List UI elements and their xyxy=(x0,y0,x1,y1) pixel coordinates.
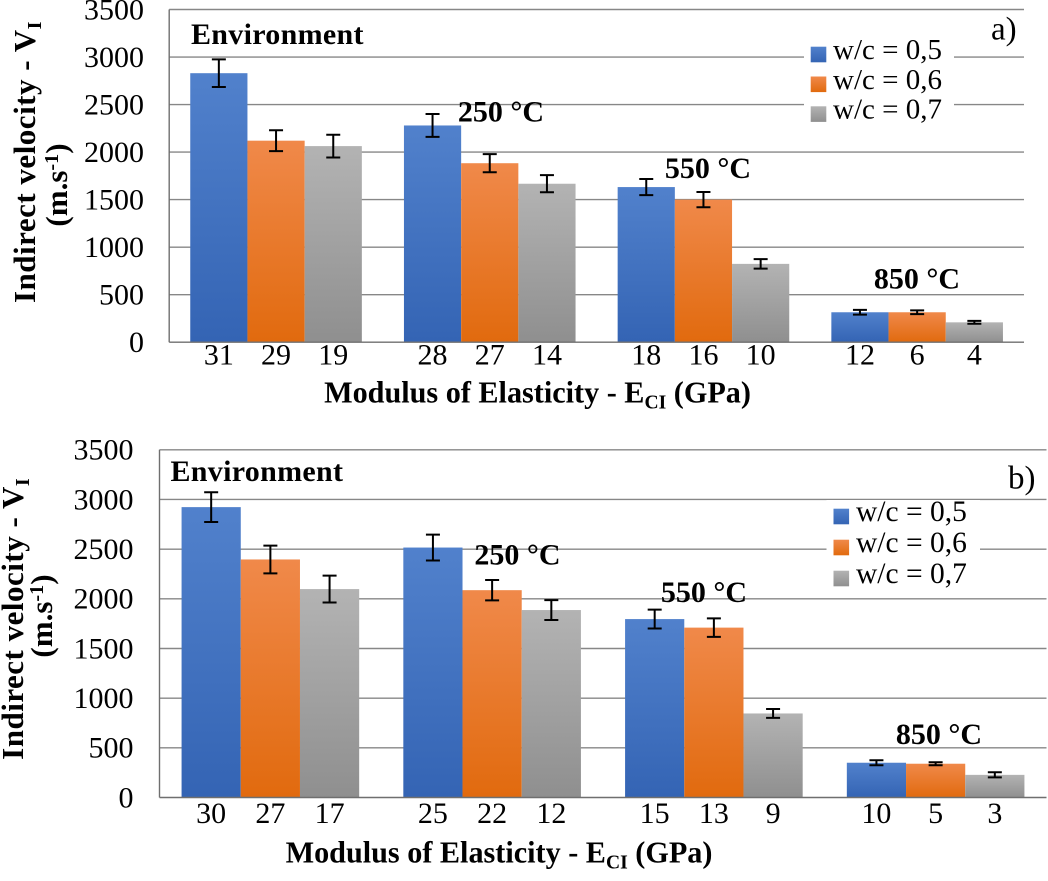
svg-text:28: 28 xyxy=(418,339,448,372)
svg-text:(m.s-1): (m.s-1) xyxy=(39,143,74,226)
svg-text:550 °C: 550 °C xyxy=(661,576,747,609)
svg-text:3000: 3000 xyxy=(84,41,144,74)
svg-text:w/c = 0,7: w/c = 0,7 xyxy=(856,558,967,590)
svg-text:27: 27 xyxy=(255,797,285,830)
svg-text:b): b) xyxy=(1008,461,1036,497)
svg-text:12: 12 xyxy=(536,797,566,830)
svg-text:9: 9 xyxy=(766,797,781,830)
svg-text:19: 19 xyxy=(318,339,348,372)
svg-text:3000: 3000 xyxy=(74,483,134,516)
svg-text:15: 15 xyxy=(640,797,670,830)
svg-text:Environment: Environment xyxy=(191,18,364,51)
svg-text:w/c = 0,5: w/c = 0,5 xyxy=(833,34,942,66)
svg-text:3: 3 xyxy=(987,797,1002,830)
svg-text:500: 500 xyxy=(89,732,134,765)
svg-text:6: 6 xyxy=(910,339,925,372)
svg-text:0: 0 xyxy=(129,326,144,359)
svg-text:2500: 2500 xyxy=(84,88,144,121)
svg-text:(m.s-1): (m.s-1) xyxy=(24,574,59,657)
svg-text:16: 16 xyxy=(688,339,718,372)
svg-text:850 °C: 850 °C xyxy=(874,263,960,296)
svg-text:22: 22 xyxy=(477,797,507,830)
svg-text:4: 4 xyxy=(967,339,982,372)
svg-text:31: 31 xyxy=(204,339,234,372)
svg-text:Environment: Environment xyxy=(171,455,344,488)
svg-text:27: 27 xyxy=(475,339,505,372)
svg-text:2000: 2000 xyxy=(74,583,134,616)
svg-text:250 °C: 250 °C xyxy=(458,96,544,129)
svg-text:25: 25 xyxy=(418,797,448,830)
svg-text:250 °C: 250 °C xyxy=(474,539,560,572)
svg-text:1000: 1000 xyxy=(74,682,134,715)
svg-text:2500: 2500 xyxy=(74,533,134,566)
svg-text:10: 10 xyxy=(746,339,776,372)
svg-text:10: 10 xyxy=(861,797,891,830)
svg-text:Modulus of Elasticity - ECI (G: Modulus of Elasticity - ECI (GPa) xyxy=(324,376,751,414)
svg-text:29: 29 xyxy=(261,339,291,372)
svg-text:Indirect velocity - VI: Indirect velocity - VI xyxy=(0,478,34,760)
svg-text:w/c = 0,5: w/c = 0,5 xyxy=(856,496,967,528)
svg-text:1500: 1500 xyxy=(84,183,144,216)
svg-text:3500: 3500 xyxy=(74,434,134,467)
svg-text:500: 500 xyxy=(99,278,144,311)
svg-text:14: 14 xyxy=(532,339,562,372)
svg-text:5: 5 xyxy=(928,797,943,830)
svg-text:w/c = 0,7: w/c = 0,7 xyxy=(833,94,942,126)
svg-text:a): a) xyxy=(991,12,1017,48)
svg-text:0: 0 xyxy=(119,781,134,814)
svg-text:17: 17 xyxy=(315,797,345,830)
svg-text:1500: 1500 xyxy=(74,632,134,665)
svg-text:12: 12 xyxy=(845,339,875,372)
svg-text:13: 13 xyxy=(699,797,729,830)
svg-text:w/c = 0,6: w/c = 0,6 xyxy=(833,64,942,96)
svg-text:2000: 2000 xyxy=(84,136,144,169)
svg-text:18: 18 xyxy=(631,339,661,372)
svg-text:30: 30 xyxy=(196,797,226,830)
svg-text:3500: 3500 xyxy=(84,0,144,26)
svg-text:550 °C: 550 °C xyxy=(665,152,751,185)
svg-text:w/c = 0,6: w/c = 0,6 xyxy=(856,527,967,559)
svg-text:Modulus of Elasticity - ECI (G: Modulus of Elasticity - ECI (GPa) xyxy=(286,836,713,874)
svg-text:1000: 1000 xyxy=(84,231,144,264)
svg-text:Indirect velocity - VI: Indirect velocity - VI xyxy=(7,21,46,303)
svg-text:850 °C: 850 °C xyxy=(896,718,982,751)
